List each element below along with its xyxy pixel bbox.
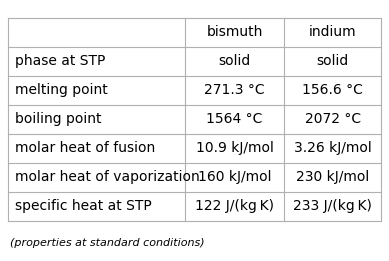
- Text: (properties at standard conditions): (properties at standard conditions): [10, 238, 204, 248]
- Text: 1564 °C: 1564 °C: [207, 112, 263, 126]
- Text: molar heat of fusion: molar heat of fusion: [14, 141, 155, 155]
- Text: indium: indium: [309, 25, 356, 39]
- Text: 156.6 °C: 156.6 °C: [302, 83, 363, 97]
- Text: 233 J/(kg K): 233 J/(kg K): [293, 199, 372, 213]
- Text: 230 kJ/mol: 230 kJ/mol: [296, 170, 369, 184]
- Text: bismuth: bismuth: [207, 25, 263, 39]
- Text: 160 kJ/mol: 160 kJ/mol: [198, 170, 272, 184]
- Text: 3.26 kJ/mol: 3.26 kJ/mol: [294, 141, 371, 155]
- Text: solid: solid: [219, 54, 251, 68]
- Text: 2072 °C: 2072 °C: [305, 112, 361, 126]
- Text: specific heat at STP: specific heat at STP: [14, 199, 151, 213]
- Text: solid: solid: [317, 54, 349, 68]
- Text: 271.3 °C: 271.3 °C: [204, 83, 265, 97]
- Text: melting point: melting point: [14, 83, 107, 97]
- Text: 122 J/(kg K): 122 J/(kg K): [195, 199, 274, 213]
- Text: molar heat of vaporization: molar heat of vaporization: [14, 170, 199, 184]
- Text: 10.9 kJ/mol: 10.9 kJ/mol: [196, 141, 273, 155]
- Text: phase at STP: phase at STP: [14, 54, 105, 68]
- Text: boiling point: boiling point: [14, 112, 101, 126]
